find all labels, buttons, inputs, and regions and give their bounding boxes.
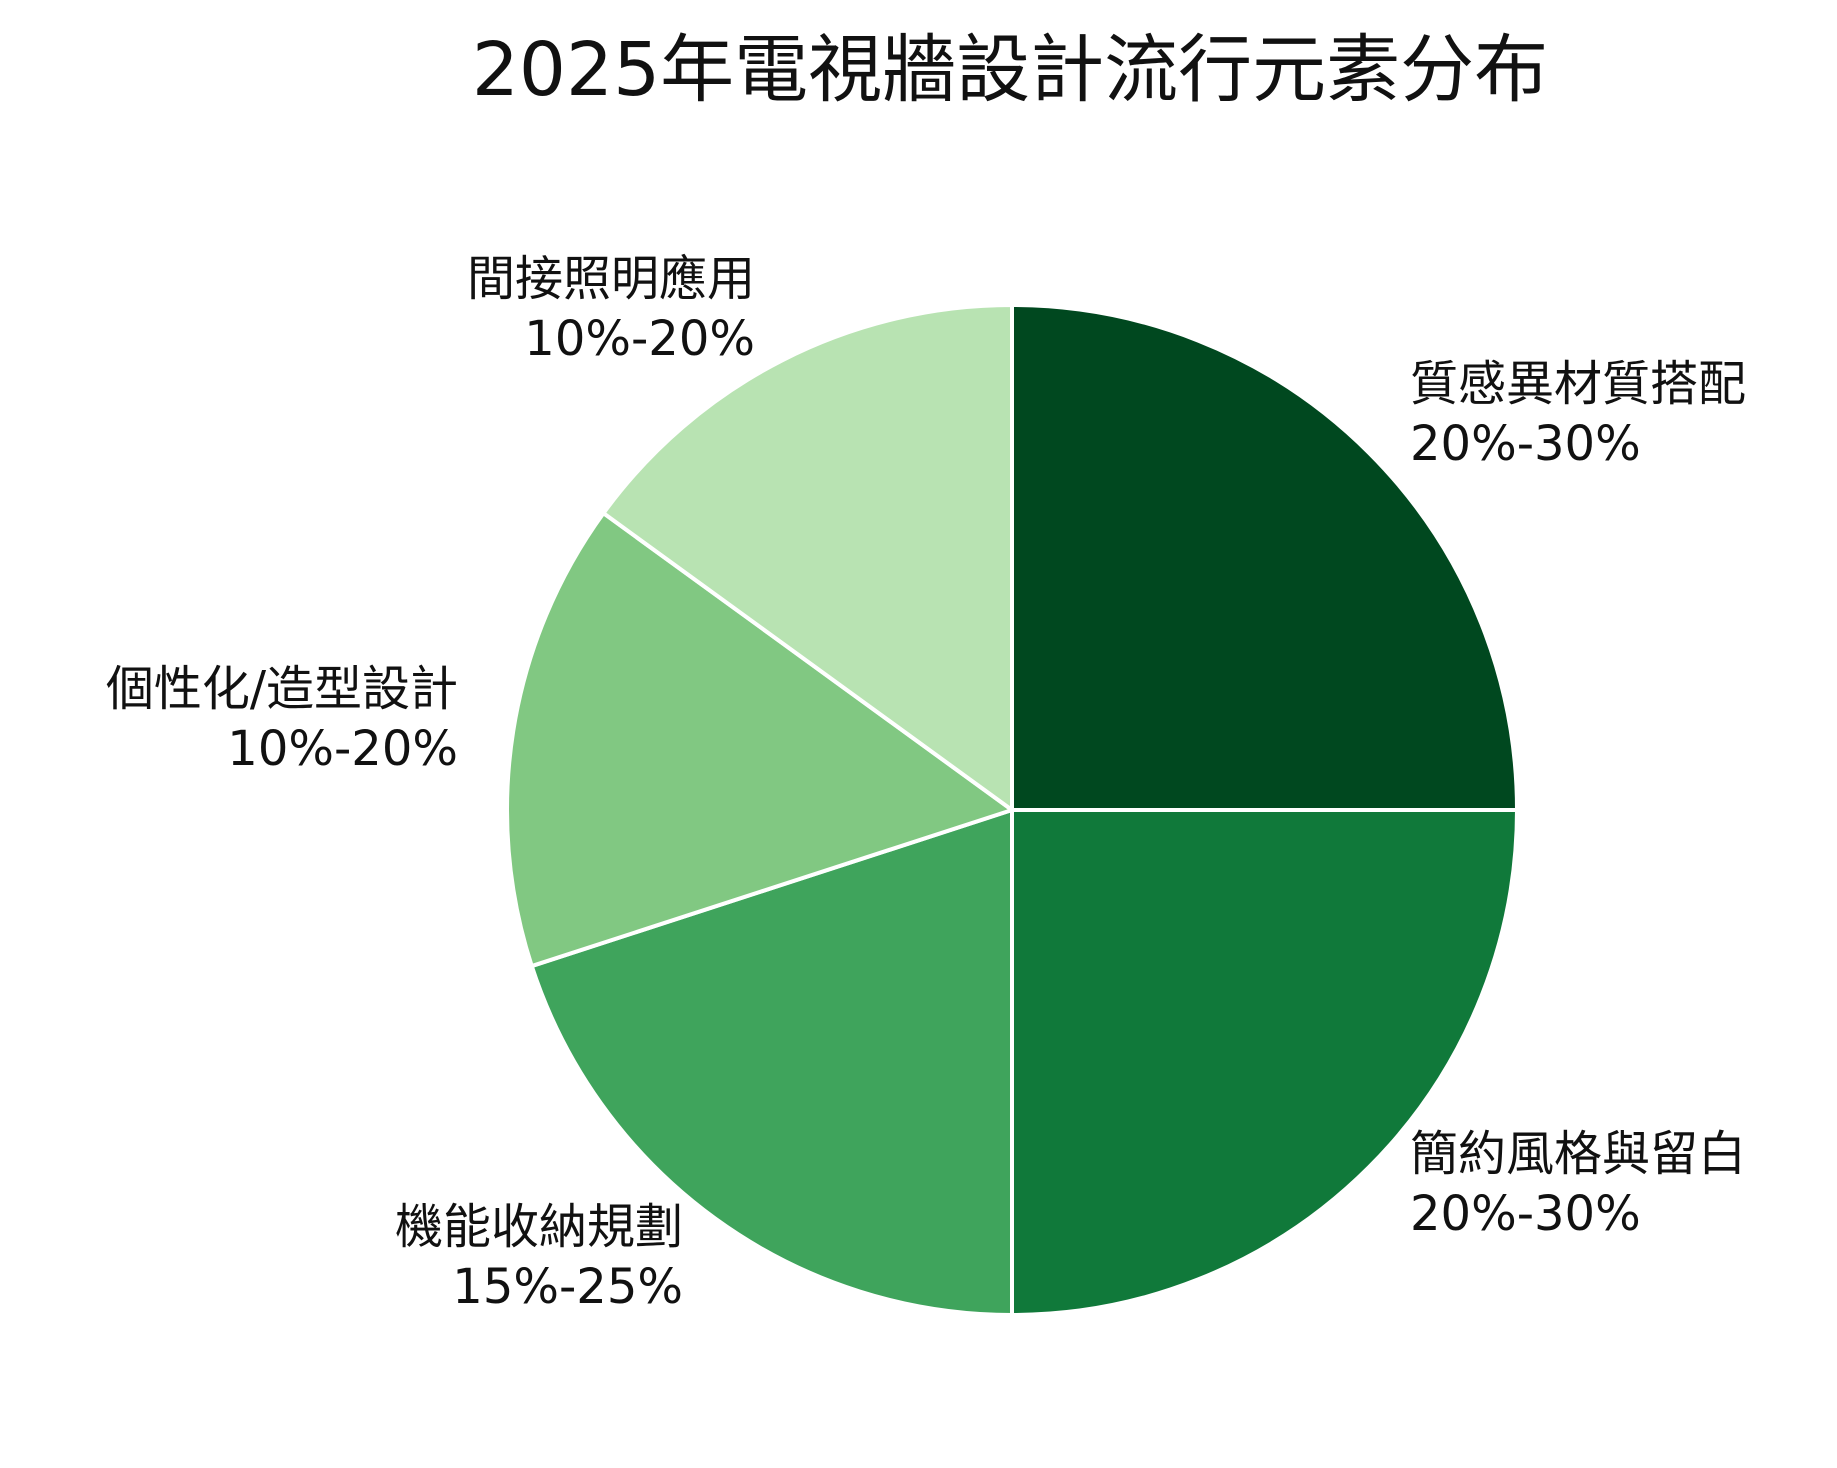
slice-5 xyxy=(601,303,1014,812)
slice-3-label: 機能收納規劃 xyxy=(395,1199,683,1255)
slice-2-range-label: 20%-30% xyxy=(1410,1186,1641,1242)
slice-5-label: 間接照明應用 xyxy=(467,251,755,307)
slice-2-label: 簡約風格與留白 xyxy=(1410,1126,1746,1182)
slice-3 xyxy=(529,808,1014,1317)
slice-3-range-label: 15%-25% xyxy=(452,1259,683,1315)
slice-1-label: 質感異材質搭配 xyxy=(1410,356,1746,412)
slice-4-range-label: 10%-20% xyxy=(227,721,458,777)
slice-4-label: 個性化/造型設計 xyxy=(106,661,458,717)
slice-4 xyxy=(505,511,1014,969)
pie-slices xyxy=(505,303,1519,1317)
slice-5-range-label: 10%-20% xyxy=(524,311,755,367)
chart-title: 2025年電視牆設計流行元素分布 xyxy=(472,27,1548,113)
slice-2 xyxy=(1010,808,1519,1317)
pie-labels: 質感異材質搭配20%-30%簡約風格與留白20%-30%機能收納規劃15%-25… xyxy=(106,251,1746,1315)
slice-1-range-label: 20%-30% xyxy=(1410,416,1641,472)
slice-1 xyxy=(1010,303,1519,812)
